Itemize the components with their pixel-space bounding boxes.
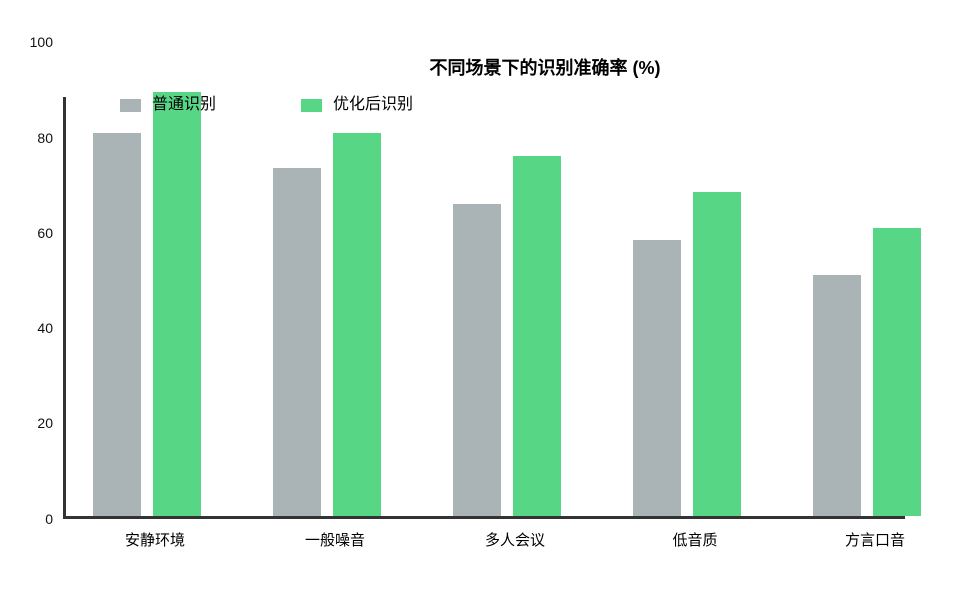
bar-gray-2 xyxy=(453,204,501,516)
legend-item-putong: 普通识别 xyxy=(120,96,216,114)
x-category-label: 一般噪音 xyxy=(304,532,365,549)
x-axis-line xyxy=(63,516,905,519)
x-category-label: 方言口音 xyxy=(844,532,905,549)
y-tick-label: 20 xyxy=(37,415,53,432)
y-tick-label: 0 xyxy=(45,510,53,527)
y-tick-label: 80 xyxy=(37,129,53,146)
legend-item-youhua: 优化后识别 xyxy=(301,96,413,114)
chart-title: 不同场景下的识别准确率 (%) xyxy=(429,58,661,78)
legend-swatch-gray-icon xyxy=(120,98,141,112)
legend-label-putong: 普通识别 xyxy=(152,96,217,113)
x-category-label: 低音质 xyxy=(672,532,718,549)
bar-green-4 xyxy=(873,227,921,516)
bar-green-0 xyxy=(153,92,201,516)
y-tick-label: 60 xyxy=(37,224,53,241)
y-axis-line xyxy=(63,97,66,519)
x-category-label: 安静环境 xyxy=(124,532,185,549)
bar-green-2 xyxy=(513,156,561,516)
bar-gray-1 xyxy=(273,168,321,516)
legend-swatch-green-icon xyxy=(301,98,322,112)
bar-gray-0 xyxy=(93,132,141,516)
bar-gray-4 xyxy=(813,275,861,516)
bar-green-3 xyxy=(693,192,741,516)
y-tick-label: 100 xyxy=(29,34,53,51)
legend-label-youhua: 优化后识别 xyxy=(333,96,414,113)
x-category-label: 多人会议 xyxy=(484,532,545,549)
bar-gray-3 xyxy=(633,239,681,516)
y-tick-label: 40 xyxy=(37,320,53,336)
legend: 普通识别 优化后识别 xyxy=(0,96,969,114)
bar-green-1 xyxy=(333,132,381,516)
